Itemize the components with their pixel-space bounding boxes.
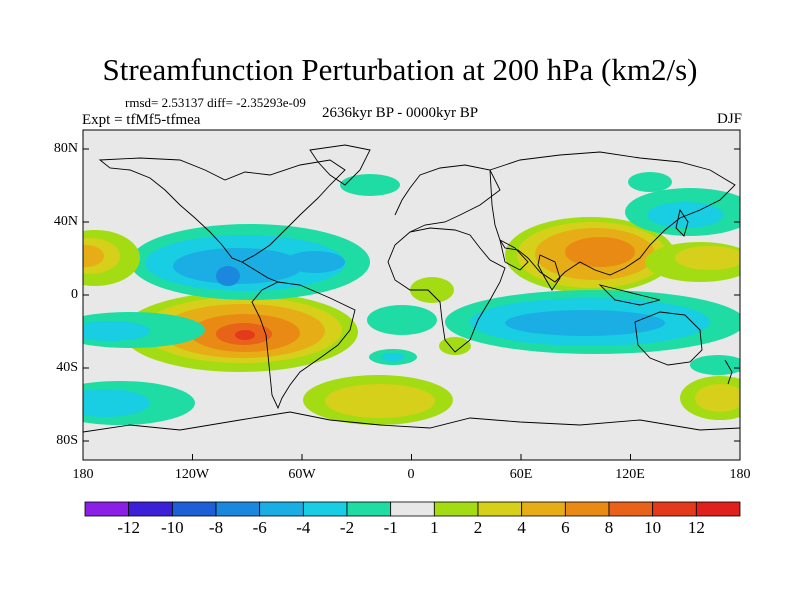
contour-sa-plus10 [235,330,255,340]
colorbar-swatch [302,501,348,517]
colorbar-swatch [521,501,566,517]
coast-australia [634,311,703,366]
coast-greenland [309,144,371,186]
rmsd-diff-stats: rmsd= 2.53137 diff= -2.35293e-09 [125,95,306,110]
contour-natl-minus [340,174,400,196]
coast-antarctica [83,411,740,433]
lon-label-120w: 120W [174,467,210,482]
coast-india [537,254,561,291]
colorbar-tick-label: 6 [561,518,570,537]
contour-neur-minus [628,172,672,192]
colorbar-swatch [128,501,173,517]
contour-sep-plus2 [695,384,740,412]
contour-sa-south-minus2 [381,353,405,361]
coast-south-america [251,281,356,410]
lat-label-80n: 80N [53,141,78,156]
contour-io-minus4 [505,310,665,336]
coast-north-america [98,157,346,263]
coastlines [83,144,740,433]
colorbar-tick-label: -8 [208,518,224,537]
colorbar-swatch [390,501,435,517]
colorbar-tick-label: -12 [117,518,140,537]
coast-se-asia [598,284,661,306]
colorbar-swatch [477,501,523,517]
coast-africa [387,227,506,353]
contour-asia-plus6 [565,237,635,267]
colorbar-tick-label: -2 [339,518,355,537]
lat-ticks [83,148,740,442]
lat-label-0: 0 [71,287,78,302]
lat-label-40n: 40N [53,214,78,229]
lon-label-60e: 60E [509,467,533,482]
colorbar-swatch [608,501,654,517]
colorbar-swatch [215,501,261,517]
colorbar-tick-label: 2 [473,518,483,537]
period-label: 2636kyr BP - 0000kyr BP [321,105,479,121]
colorbar-tick-label: -1 [383,518,398,537]
contour-nz-minus [690,355,740,375]
contour-pac-west-plus4 [83,245,104,267]
lat-label-40s: 40S [56,360,78,375]
lon-label-180e: 180 [729,467,751,482]
coast-arabia [499,239,529,271]
colorbar-tick-label: -6 [252,518,267,537]
lon-label-60w: 60W [288,467,316,482]
contour-field [83,172,740,425]
experiment-label: Expt = tfMf5-tfmea [82,112,201,128]
chart-title: Streamfunction Perturbation at 200 hPa (… [102,52,698,87]
contour-nep-minus2 [647,202,723,228]
colorbar-swatch [171,501,217,517]
contour-am-minus4b [285,251,345,273]
contour-so-plus2 [325,384,435,418]
contour-ssw-minus2 [83,389,150,417]
lon-label-120e: 120E [615,467,645,482]
contour-atl-minus [367,305,437,335]
contour-africa-plus [410,277,454,303]
contour-africa-plus2 [439,337,471,355]
contour-am-minus6 [216,266,240,286]
colorbar-swatch [433,501,479,517]
lon-label-0: 0 [407,467,415,482]
colorbar-tick-label: 4 [517,518,526,537]
lon-ticks [82,454,741,460]
colorbar-tick-label: -10 [160,518,184,537]
season-label: DJF [716,111,742,127]
coast-central-america [241,261,279,283]
colorbar-tick-label: -4 [296,518,311,537]
lon-label-180w: 180 [72,467,94,482]
colorbar [84,501,741,517]
colorbar-tick-label: 8 [604,518,614,537]
colorbar-swatch [346,501,392,517]
contour-pac-east-plus2 [675,246,740,270]
colorbar-swatch [259,501,304,517]
colorbar-swatch [695,501,741,517]
contour-am-minus4 [173,248,303,284]
coast-japan [675,208,689,237]
lat-label-80s: 80S [56,433,78,448]
coast-asia [489,151,736,283]
colorbar-tick-label: 1 [430,518,439,537]
colorbar-swatch [84,501,130,517]
contour-sp-minus2 [83,321,150,341]
colorbar-tick-label: 12 [687,518,705,537]
colorbar-swatch [652,501,697,517]
colorbar-swatch [564,501,610,517]
coast-new-zealand [724,359,733,385]
colorbar-tick-label: 10 [644,518,662,537]
